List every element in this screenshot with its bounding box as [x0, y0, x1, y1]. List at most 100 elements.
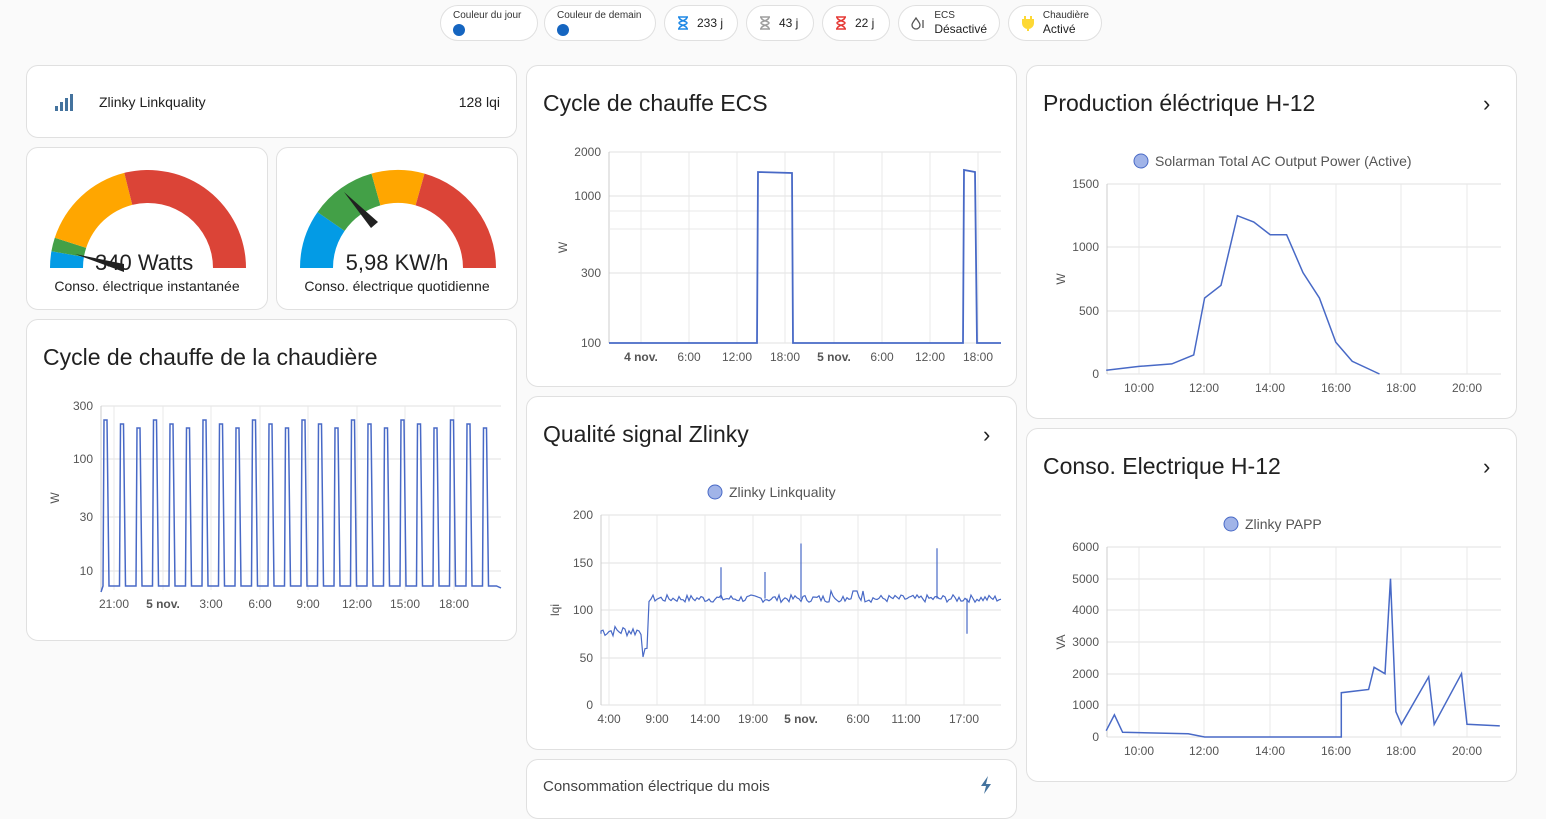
gauge-label: Conso. électrique quotidienne — [304, 278, 490, 294]
data-line-production — [1106, 214, 1380, 375]
x-tick-label: 12:00 — [915, 350, 945, 364]
y-tick-label: 0 — [1092, 367, 1099, 381]
chip-tempo-bleu[interactable]: 233 j — [664, 5, 738, 41]
ecs-chart[interactable]: 2000 1000 300 100 4 nov. 6:00 12:00 18:00 5 nov.… — [527, 66, 1017, 387]
card-title: Cycle de chauffe de la chaudière — [43, 344, 378, 370]
x-tick-label: 18:00 — [963, 350, 993, 364]
y-tick-label: 10 — [80, 564, 94, 578]
chip-ecs[interactable]: ECS Désactivé — [898, 5, 1000, 41]
production-chart-card[interactable]: Production éléctrique H-12 › 1500 1000 500… — [1026, 65, 1517, 419]
hourglass-icon — [678, 16, 688, 30]
gauge-value: 5,98 KW/h — [345, 250, 449, 275]
y-tick-label: 0 — [586, 698, 593, 712]
chip-couleur-du-jour[interactable]: Couleur du jour — [440, 5, 538, 41]
y-tick-label: 4000 — [1072, 603, 1099, 617]
y-tick-label: 3000 — [1072, 635, 1099, 649]
chip-couleur-de-demain[interactable]: Couleur de demain — [544, 5, 656, 41]
card-title: Conso. Electrique H-12 — [1043, 453, 1281, 479]
conso-chart-card[interactable]: Conso. Electrique H-12 › 6000 5000 4000 300… — [1026, 428, 1517, 782]
chip-value: 22 j — [855, 16, 875, 30]
y-tick-label: 100 — [581, 336, 601, 350]
gauge-quotidienne — [300, 169, 496, 268]
color-dot-icon — [453, 24, 465, 36]
gauge-value: 340 Watts — [95, 250, 194, 275]
legend-marker — [1133, 153, 1149, 169]
y-tick-label: 1000 — [1072, 240, 1099, 254]
x-tick-label: 12:00 — [722, 350, 752, 364]
y-tick-label: 100 — [73, 452, 93, 466]
card-title: Production éléctrique H-12 — [1043, 90, 1316, 116]
chip-value: Désactivé — [934, 22, 987, 36]
chip-tempo-blanc[interactable]: 43 j — [746, 5, 814, 41]
y-tick-label: 6000 — [1072, 540, 1099, 554]
data-line-zlinky — [600, 588, 1002, 658]
x-tick-label: 18:00 — [1386, 381, 1416, 395]
plug-icon — [1022, 16, 1034, 31]
y-tick-label: 1000 — [574, 189, 601, 203]
chaudiere-chart[interactable]: 300 100 30 10 21:00 5 nov. 3:00 6:00 9:00 12:00 15… — [27, 320, 517, 641]
x-tick-label: 10:00 — [1124, 744, 1154, 758]
y-tick-label: 5000 — [1072, 572, 1099, 586]
x-tick-label: 5 nov. — [784, 712, 818, 726]
gauge-needle — [344, 192, 378, 228]
gauge-card-instantanee[interactable]: 340 Watts Conso. électrique instantanée — [26, 147, 268, 310]
chip-label: Chaudière — [1042, 10, 1089, 21]
entity-value: 128 lqi — [458, 94, 500, 110]
legend-marker — [707, 484, 723, 500]
x-tick-label: 5 nov. — [817, 350, 851, 364]
y-tick-label: 50 — [580, 651, 594, 665]
y-axis-label: lqi — [548, 604, 562, 616]
zlinky-chart-card[interactable]: Qualité signal Zlinky › 200 150 100 50 0 4:00… — [526, 396, 1017, 750]
x-tick-label: 6:00 — [870, 350, 894, 364]
y-axis-label: W — [556, 241, 570, 253]
x-tick-label: 9:00 — [645, 712, 669, 726]
legend-label: Zlinky Linkquality — [729, 484, 836, 500]
ecs-chart-card[interactable]: Cycle de chauffe ECS 2000 1000 300 100 4 nov… — [526, 65, 1017, 387]
chip-value: 233 j — [697, 16, 724, 30]
gauge-instantanee — [49, 169, 246, 272]
x-tick-label: 10:00 — [1124, 381, 1154, 395]
y-axis-label: W — [48, 492, 62, 504]
card-title: Cycle de chauffe ECS — [543, 90, 768, 116]
x-tick-label: 18:00 — [770, 350, 800, 364]
card-title: Consommation électrique du mois — [543, 778, 770, 795]
y-tick-label: 300 — [581, 266, 601, 280]
chevron-right-icon[interactable]: › — [983, 422, 991, 447]
x-tick-label: 16:00 — [1321, 744, 1351, 758]
consommation-mois-card[interactable]: Consommation électrique du mois — [526, 759, 1017, 819]
x-tick-label: 6:00 — [677, 350, 701, 364]
chevron-right-icon[interactable]: › — [1483, 454, 1491, 479]
color-dot-icon — [557, 24, 569, 36]
y-axis-label: VA — [1054, 634, 1068, 649]
x-tick-label: 4 nov. — [624, 350, 658, 364]
signal-icon — [55, 94, 73, 111]
x-tick-label: 14:00 — [690, 712, 720, 726]
x-tick-label: 11:00 — [891, 712, 920, 726]
chip-tempo-rouge[interactable]: 22 j — [822, 5, 890, 41]
chip-value: Activé — [1042, 22, 1076, 36]
y-tick-label: 200 — [573, 508, 593, 522]
chevron-right-icon[interactable]: › — [1483, 91, 1491, 116]
zlinky-chart[interactable]: 200 150 100 50 0 4:00 9:00 14:00 19:00 5 nov. 6:00… — [527, 397, 1017, 750]
chaudiere-chart-card[interactable]: Cycle de chauffe de la chaudière 300 100 3… — [26, 319, 517, 641]
chip-value: 43 j — [779, 16, 799, 30]
entity-name: Zlinky Linkquality — [99, 94, 206, 110]
x-tick-label: 18:00 — [1386, 744, 1416, 758]
x-tick-label: 9:00 — [296, 597, 320, 611]
chip-chaudiere[interactable]: Chaudière Activé — [1008, 5, 1102, 41]
conso-chart[interactable]: 6000 5000 4000 3000 2000 1000 0 10:00 12:00 14:00… — [1027, 429, 1517, 782]
flash-icon — [981, 776, 991, 794]
x-tick-label: 15:00 — [390, 597, 420, 611]
x-tick-label: 16:00 — [1321, 381, 1351, 395]
y-tick-label: 1000 — [1072, 698, 1099, 712]
legend-label: Solarman Total AC Output Power (Active) — [1155, 153, 1412, 169]
x-tick-label: 17:00 — [949, 712, 979, 726]
y-tick-label: 300 — [73, 399, 93, 413]
data-line-conso — [1105, 578, 1500, 738]
production-chart[interactable]: 1500 1000 500 0 10:00 12:00 14:00 16:00 18:00 20:… — [1027, 66, 1517, 419]
y-tick-label: 1500 — [1072, 177, 1099, 191]
gauge-card-quotidienne[interactable]: 5,98 KW/h Conso. électrique quotidienne — [276, 147, 518, 310]
x-tick-label: 21:00 — [99, 597, 129, 611]
x-tick-label: 18:00 — [439, 597, 469, 611]
linkquality-entity-card[interactable]: Zlinky Linkquality 128 lqi — [26, 65, 517, 138]
